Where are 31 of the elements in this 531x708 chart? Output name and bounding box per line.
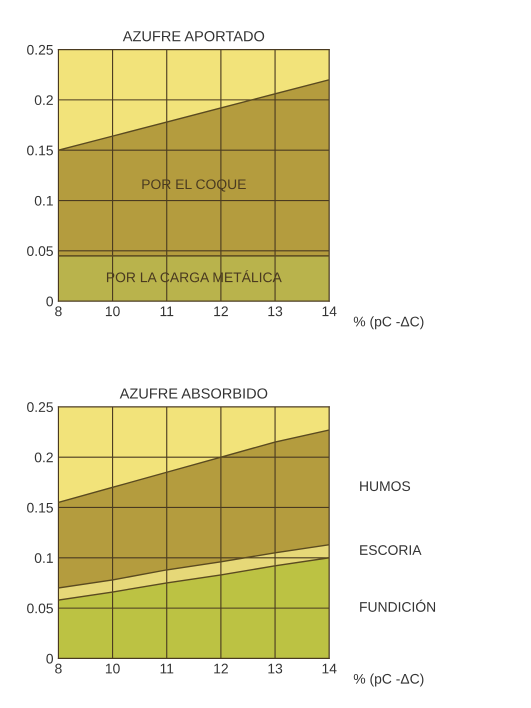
y-tick-label: 0 bbox=[46, 296, 54, 306]
y-tick-label: 0.05 bbox=[27, 246, 53, 256]
y-tick-label: 0.1 bbox=[34, 553, 53, 563]
x-tick-label: 11 bbox=[160, 664, 174, 674]
x-axis-title: % (pC -ΔC) bbox=[354, 316, 424, 330]
text: ESCORIA bbox=[360, 545, 422, 555]
chart-title: AZUFRE APORTADO bbox=[122, 31, 264, 42]
y-tick-label: 0 bbox=[46, 654, 54, 664]
chart-title: AZUFRE ABSORBIDO bbox=[120, 388, 268, 399]
y-tick-label: 0.25 bbox=[27, 44, 53, 55]
x-tick-label: 13 bbox=[268, 664, 282, 674]
x-tick-label: 10 bbox=[106, 664, 120, 674]
x-tick-label: 12 bbox=[214, 306, 228, 316]
y-tick-label: 0.25 bbox=[27, 402, 53, 412]
x-tick-label: 10 bbox=[106, 306, 120, 316]
y-tick-label: 0.1 bbox=[34, 196, 53, 206]
x-tick-label: 14 bbox=[322, 306, 337, 316]
y-tick-label: 0.05 bbox=[27, 603, 53, 614]
x-tick-label: 8 bbox=[55, 306, 62, 316]
y-tick-label: 0.2 bbox=[34, 452, 53, 462]
y-tick-label: 0.15 bbox=[27, 502, 53, 513]
x-axis-title: % (pC -ΔC) bbox=[354, 674, 424, 686]
text: FUNDICIÓN bbox=[360, 600, 436, 612]
x-tick-label: 8 bbox=[55, 664, 62, 674]
x-tick-label: 11 bbox=[160, 306, 174, 316]
x-tick-label: 12 bbox=[214, 664, 228, 674]
y-tick-label: 0.15 bbox=[27, 146, 53, 156]
x-tick-label: 14 bbox=[322, 664, 337, 674]
y-tick-label: 0.2 bbox=[34, 95, 53, 106]
x-tick-label: 13 bbox=[268, 306, 282, 316]
text: HUMOS bbox=[360, 481, 410, 492]
